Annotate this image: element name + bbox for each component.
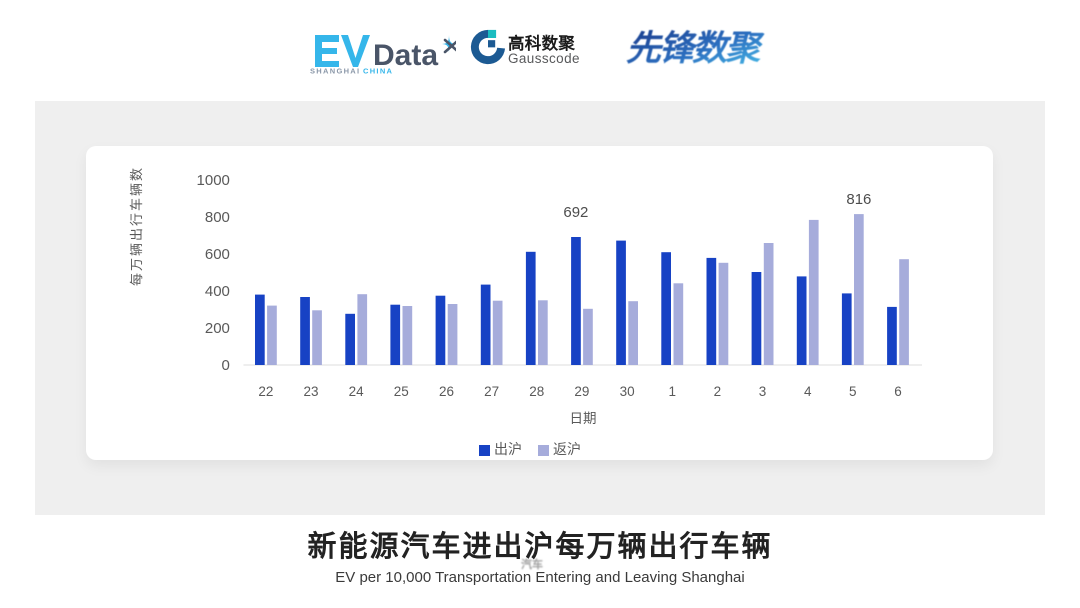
svg-text:30: 30 — [620, 384, 635, 399]
svg-text:27: 27 — [484, 384, 499, 399]
svg-text:6: 6 — [894, 384, 902, 399]
svg-text:5: 5 — [849, 384, 857, 399]
svg-text:26: 26 — [439, 384, 454, 399]
svg-text:3: 3 — [759, 384, 767, 399]
svg-text:800: 800 — [205, 209, 230, 226]
svg-text:816: 816 — [846, 191, 871, 208]
svg-text:2: 2 — [714, 384, 722, 399]
svg-text:29: 29 — [574, 384, 589, 399]
svg-text:Gausscode: Gausscode — [508, 51, 580, 66]
svg-text:CHINA: CHINA — [363, 67, 393, 75]
svg-text:返沪: 返沪 — [553, 441, 581, 457]
svg-text:25: 25 — [394, 384, 409, 399]
svg-text:0: 0 — [222, 357, 230, 374]
svg-text:1: 1 — [668, 384, 676, 399]
svg-text:4: 4 — [804, 384, 812, 399]
svg-text:28: 28 — [529, 384, 544, 399]
svg-text:22: 22 — [258, 384, 273, 399]
svg-text:400: 400 — [205, 283, 230, 300]
svg-text:日期: 日期 — [570, 411, 597, 426]
svg-text:先锋数聚: 先锋数聚 — [626, 29, 765, 68]
svg-text:200: 200 — [205, 320, 230, 337]
svg-text:SHANGHAI: SHANGHAI — [310, 67, 360, 75]
svg-text:高科数聚: 高科数聚 — [508, 33, 575, 53]
svg-text:出沪: 出沪 — [494, 441, 522, 457]
svg-text:692: 692 — [563, 204, 588, 221]
svg-text:23: 23 — [303, 384, 318, 399]
svg-text:1000: 1000 — [197, 172, 230, 189]
svg-text:600: 600 — [205, 246, 230, 263]
svg-text:24: 24 — [349, 384, 365, 399]
